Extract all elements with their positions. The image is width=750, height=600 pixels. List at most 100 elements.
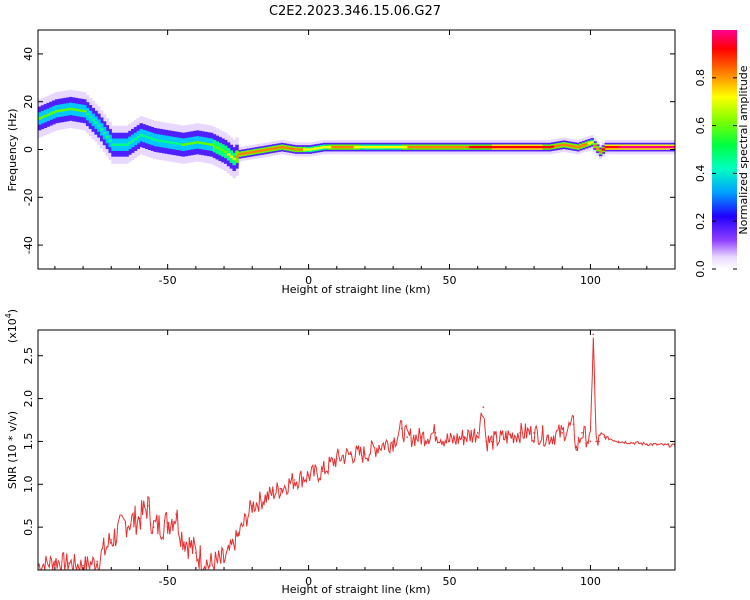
spectrogram-peak-cell — [488, 145, 493, 149]
spectrogram-peak-cell — [153, 138, 157, 142]
spectrogram-peak-cell — [94, 121, 98, 124]
spectrogram-peak-cell — [500, 145, 504, 149]
spectrogram-peak-cell — [342, 145, 346, 149]
spectrogram-x-tick-label: -50 — [159, 274, 177, 287]
spectrogram-peak-cell — [553, 144, 558, 148]
spectrogram-peak-cell — [412, 145, 417, 149]
spectrogram-y-tick-label: 0 — [22, 146, 35, 153]
spectrogram-peak-cell — [593, 144, 597, 147]
snr-x-tick-label: 100 — [580, 575, 601, 588]
spectrogram-peak-cell — [60, 109, 64, 112]
spectrogram-peak-cell — [159, 139, 163, 143]
spectrogram-peak-cell — [69, 107, 73, 111]
spectrogram-peak-cell — [184, 143, 188, 146]
spectrogram-peak-cell — [43, 114, 48, 118]
spectrogram-peak-cell — [333, 145, 338, 149]
spectrogram-peak-cell — [562, 143, 566, 146]
spectrogram-peak-cell — [145, 135, 149, 139]
colorbar-ticks: 0.0 0.2 0.4 0.6 0.8 — [694, 69, 737, 278]
spectrogram-peak-cell — [131, 139, 135, 143]
spectrogram-peak-cell — [274, 146, 279, 150]
snr-data-point — [448, 440, 451, 443]
snr-data-point — [138, 517, 141, 520]
spectrogram-x-tick-label: 100 — [580, 274, 601, 287]
spectrogram-peak-cell — [629, 145, 634, 149]
snr-data-point — [209, 564, 211, 567]
spectrogram-peak-cell — [472, 145, 476, 149]
spectrogram-peak-cell — [108, 139, 112, 143]
spectrogram-peak-cell — [364, 145, 369, 149]
spectrogram-peak-cell — [235, 155, 239, 158]
spectrogram-peak-cell — [491, 145, 496, 149]
spectrogram-peak-cell — [528, 145, 532, 149]
spectrogram-peak-cell — [319, 146, 324, 149]
spectrogram-peak-cell — [54, 110, 59, 113]
spectrogram-peak-cell — [345, 145, 349, 149]
snr-data-point — [237, 534, 239, 537]
colorbar-tick-label: 0.4 — [694, 165, 707, 183]
spectrogram-x-axis-label: Height of straight line (km) — [281, 283, 430, 296]
snr-data-point — [476, 432, 479, 434]
snr-series-line — [38, 337, 675, 570]
spectrogram-peak-cell — [632, 145, 637, 149]
spectrogram-peak-cell — [212, 144, 217, 148]
snr-data-point — [54, 560, 56, 563]
spectrogram-peak-cell — [376, 145, 380, 149]
spectrogram-peak-cell — [421, 145, 425, 149]
spectrogram-band-cell — [675, 143, 678, 152]
spectrogram-peak-cell — [181, 143, 186, 146]
spectrogram-peak-cell — [641, 145, 645, 149]
spectrogram-peak-cell — [669, 145, 673, 149]
colorbar-gradient — [712, 30, 737, 269]
spectrogram-peak-cell — [359, 145, 363, 149]
spectrogram-peak-cell — [215, 146, 219, 149]
spectrogram-peak-cell — [618, 145, 623, 149]
spectrogram-peak-cell — [173, 142, 177, 145]
snr-data-point — [505, 436, 507, 438]
spectrogram-peak-cell — [404, 145, 408, 149]
snr-ticks: -50 0 50 100 0.5 1.0 1.5 2.0 2.5 — [22, 330, 676, 588]
spectrogram-peak-cell — [517, 145, 521, 149]
snr-data-point — [482, 406, 485, 408]
snr-data-point — [152, 526, 155, 528]
spectrogram-peak-cell — [201, 142, 205, 145]
spectrogram-y-tick-label: 40 — [22, 47, 35, 61]
spectrogram-peak-cell — [83, 110, 87, 113]
snr-data-point — [598, 440, 600, 443]
spectrogram-panel: -50 0 50 100 -40 -20 0 20 40 Height of straight … — [6, 29, 678, 296]
snr-data-point — [279, 487, 282, 490]
spectrogram-peak-cell — [322, 145, 327, 149]
spectrogram-peak-cell — [531, 145, 535, 149]
spectrogram-peak-cell — [283, 146, 287, 149]
snr-data-point — [592, 333, 595, 336]
spectrogram-peak-cell — [187, 142, 191, 145]
snr-y-scale-close: ) — [6, 309, 19, 313]
snr-y-scale-exponent: 4 — [4, 313, 13, 318]
snr-data-point — [364, 453, 366, 456]
spectrogram-peak-cell — [300, 148, 304, 151]
spectrogram-peak-cell — [480, 145, 484, 149]
spectrogram-peak-cell — [387, 145, 391, 149]
spectrogram-peak-cell — [415, 145, 420, 149]
spectrogram-peak-cell — [164, 140, 169, 144]
spectrogram-x-tick-label: 0 — [305, 274, 312, 287]
spectrogram-peak-cell — [77, 109, 81, 112]
spectrogram-peak-cell — [142, 134, 146, 138]
spectrogram-peak-cell — [638, 145, 642, 149]
spectrogram-peak-cell — [381, 145, 386, 149]
spectrogram-peak-cell — [624, 145, 628, 149]
snr-y-axis-label: SNR (10 * v/v) — [6, 411, 19, 489]
spectrogram-peak-cell — [102, 132, 107, 135]
spectrogram-peak-cell — [229, 155, 234, 158]
spectrogram-peak-cell — [424, 145, 428, 149]
spectrogram-peak-cell — [156, 139, 160, 142]
spectrogram-peak-cell — [604, 145, 608, 149]
spectrogram-peak-cell — [649, 145, 654, 149]
snr-data-point — [293, 479, 296, 481]
spectrogram-peak-cell — [581, 144, 586, 147]
snr-y-scale-prefix: (x10 — [6, 318, 19, 343]
spectrogram-peak-cell — [460, 145, 465, 149]
spectrogram-peak-cell — [218, 147, 222, 151]
spectrogram-peak-cell — [545, 145, 549, 149]
spectrogram-peak-cell — [660, 145, 665, 149]
